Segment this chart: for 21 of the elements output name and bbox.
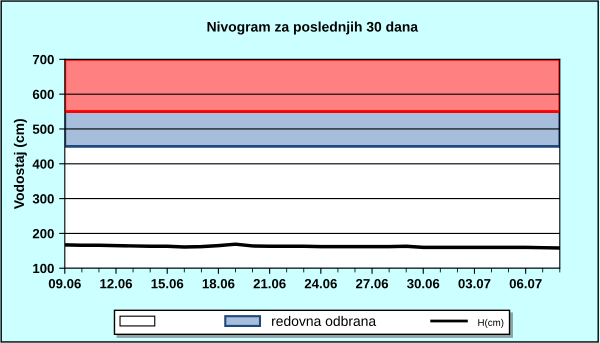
x-tick-label: 03.07 [458, 278, 490, 288]
y-tick-label: 600 [32, 90, 54, 100]
x-tick-label: 06.07 [510, 278, 542, 288]
x-tick-label: 27.06 [356, 278, 388, 288]
x-tick-label: 12.06 [100, 278, 132, 288]
x-tick-label: 24.06 [304, 278, 337, 288]
y-tick-label: 500 [32, 124, 54, 134]
x-tick-label: 09.06 [48, 278, 81, 288]
y-axis-title: Vodostaj (cm) [14, 119, 27, 210]
x-tick-label: 15.06 [152, 278, 184, 288]
x-tick-label: 21.06 [254, 278, 286, 288]
y-tick-label: 100 [33, 264, 54, 274]
y-tick-label: 200 [32, 228, 54, 238]
legend-label: redovna odbrana [272, 316, 376, 326]
y-tick-label: 400 [32, 159, 54, 169]
x-tick-label: 18.06 [202, 278, 234, 288]
y-tick-label: 700 [32, 54, 54, 64]
chart-title: Nivogram za poslednjih 30 dana [208, 21, 418, 35]
x-tick-label: 30.06 [407, 278, 440, 288]
legend-label: H(cm) [478, 318, 504, 328]
y-tick-label: 300 [32, 194, 54, 204]
